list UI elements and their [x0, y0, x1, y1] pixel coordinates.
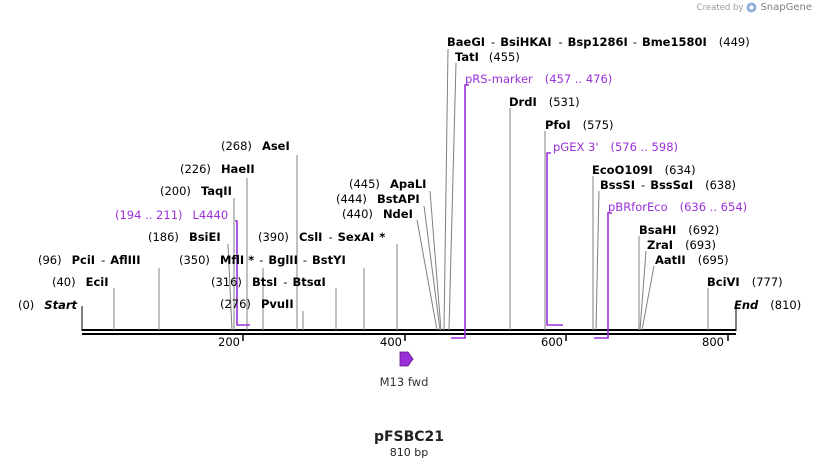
- ruler: 200 400 600 800: [218, 334, 729, 349]
- ruler-label-200: 200: [218, 335, 240, 349]
- site-drdi[interactable]: DrdI (531): [509, 95, 580, 109]
- site-pcii-afliii[interactable]: (96) PciI - AflIII: [38, 253, 141, 267]
- ruler-label-600: 600: [541, 335, 563, 349]
- m13-fwd-arrow-icon[interactable]: [399, 351, 414, 367]
- backbone: [81, 306, 737, 335]
- credit-brand: SnapGene: [760, 2, 812, 13]
- snapgene-logo-icon: [746, 2, 757, 13]
- feature-prs-marker[interactable]: pRS-marker (457 .. 476): [465, 72, 612, 86]
- site-taqii[interactable]: (200) TaqII: [160, 184, 232, 198]
- feature-m13-fwd-label[interactable]: M13 fwd: [380, 375, 429, 389]
- plasmid-title-block: pFSBC21 810 bp: [0, 429, 818, 459]
- site-csli-sexai[interactable]: (390) CslI - SexAI *: [258, 230, 385, 244]
- site-bstapi[interactable]: (444) BstAPI: [336, 192, 420, 206]
- site-ecii[interactable]: (40) EciI: [52, 275, 109, 289]
- plasmid-map: 200 400 600 800: [18, 35, 801, 389]
- site-lines: [113, 48, 709, 331]
- site-pfoi[interactable]: PfoI (575): [545, 118, 614, 132]
- plasmid-length: 810 bp: [389, 446, 429, 459]
- site-haeii[interactable]: (226) HaeII: [180, 162, 255, 176]
- feature-l4440[interactable]: (194 .. 211) L4440: [115, 208, 228, 222]
- feature-marker-prs-marker: [451, 84, 469, 339]
- site-baegi-group[interactable]: BaeGI - BsiHKAI - Bsp1286I - Bme1580I (449): [447, 35, 750, 49]
- site-aatii[interactable]: AatII (695): [655, 253, 729, 267]
- feature-markers: [235, 84, 612, 339]
- site-bsssi-bsssai[interactable]: BssSI - BssSαI (638): [600, 178, 736, 192]
- feature-marker-pbrforeco: [594, 212, 612, 339]
- feature-pgex3[interactable]: pGEX 3' (576 .. 598): [553, 140, 678, 154]
- site-mfli-bglii-bstyi[interactable]: (350) MflI * - BglII - BstYI: [179, 253, 346, 267]
- site-bsahi[interactable]: BsaHI (692): [639, 223, 719, 237]
- feature-marker-l4440: [235, 220, 250, 326]
- site-asei[interactable]: (268) AseI: [221, 139, 290, 153]
- feature-pbrforeco[interactable]: pBRforEco (636 .. 654): [608, 200, 747, 214]
- site-ndei[interactable]: (440) NdeI: [342, 207, 413, 221]
- site-tati[interactable]: TatI (455): [455, 50, 520, 64]
- site-btsi-btsai[interactable]: (316) BtsI - BtsαI: [211, 275, 326, 289]
- site-pvuii[interactable]: (276) PvuII: [220, 297, 294, 311]
- feature-marker-pgex3: [546, 152, 563, 326]
- plasmid-name: pFSBC21: [373, 429, 445, 445]
- ruler-label-400: 400: [380, 335, 402, 349]
- label-end: End (810): [734, 298, 801, 312]
- site-zrai[interactable]: ZraI (693): [647, 238, 716, 252]
- label-start: (0) Start: [18, 298, 78, 312]
- site-apali[interactable]: (445) ApaLI: [349, 177, 426, 191]
- credit-created-by: Created by: [696, 2, 744, 13]
- site-bsiei[interactable]: (186) BsiEI: [148, 230, 221, 244]
- ruler-label-800: 800: [702, 335, 724, 349]
- site-bcivi[interactable]: BciVI (777): [707, 275, 783, 289]
- snapgene-credit: Created by SnapGene: [697, 2, 812, 13]
- site-ecoo109i[interactable]: EcoO109I (634): [592, 163, 696, 177]
